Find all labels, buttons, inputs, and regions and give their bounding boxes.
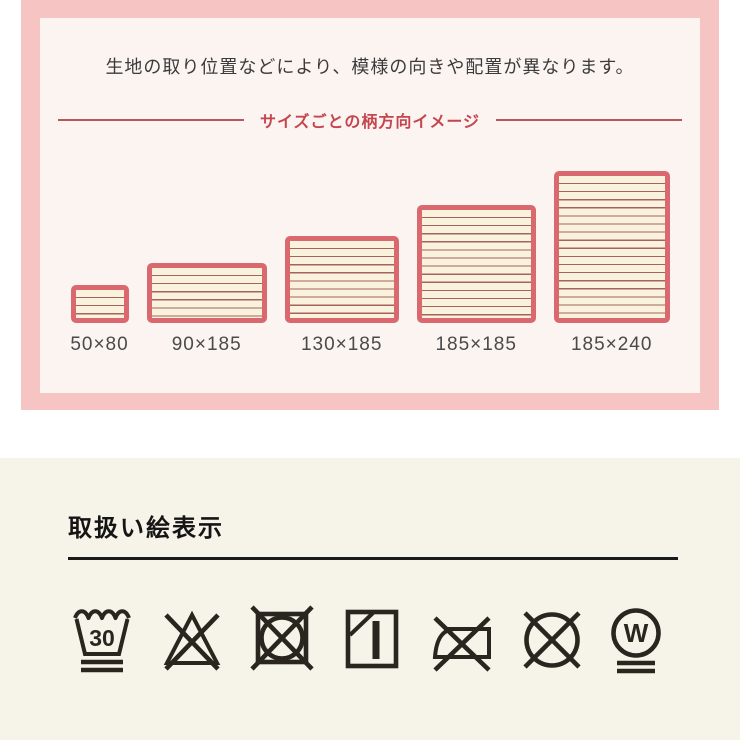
size-label: 90×185 xyxy=(171,334,242,356)
striped-rug-swatch xyxy=(416,205,536,324)
size-item: 185×185 xyxy=(416,205,536,356)
care-symbols-row: 30 xyxy=(68,602,740,678)
line-dry-in-shade-icon xyxy=(345,609,399,669)
do-not-dry-clean-icon xyxy=(523,611,581,669)
care-symbols-panel: 取扱い絵表示 30 xyxy=(0,458,740,740)
do-not-iron-icon xyxy=(432,616,491,672)
size-label: 185×185 xyxy=(435,334,517,356)
do-not-bleach-icon xyxy=(163,610,221,671)
pattern-note-text: 生地の取り位置などにより、模様の向きや配置が異なります。 xyxy=(105,57,635,77)
striped-rug-swatch xyxy=(284,236,399,324)
pattern-card: 生地の取り位置などにより、模様の向きや配置が異なります。 サイズごとの柄方向イメ… xyxy=(40,18,700,393)
size-comparison-row: 50×80 90×185 130×185 185×185 185×240 xyxy=(40,171,700,356)
care-heading: 取扱い絵表示 xyxy=(68,515,224,542)
striped-rug-swatch xyxy=(146,263,267,324)
size-label: 185×240 xyxy=(570,334,653,356)
wash-30-icon: 30 xyxy=(73,609,131,673)
svg-text:W: W xyxy=(624,618,649,648)
size-item: 130×185 xyxy=(284,236,399,356)
divider-title: サイズごとの柄方向イメージ xyxy=(259,114,481,132)
striped-rug-swatch xyxy=(70,285,129,324)
white-spacer xyxy=(0,410,740,458)
size-label: 130×185 xyxy=(300,334,383,356)
divider-line-right xyxy=(496,119,683,122)
size-item: 50×80 xyxy=(70,285,129,356)
heading-underline xyxy=(68,557,678,560)
size-item: 185×240 xyxy=(553,171,670,356)
size-label: 50×80 xyxy=(70,334,129,356)
section-divider: サイズごとの柄方向イメージ xyxy=(40,108,700,132)
wet-clean-gentle-icon: W xyxy=(611,608,661,674)
size-item: 90×185 xyxy=(146,263,267,356)
striped-rug-swatch xyxy=(553,171,670,324)
divider-line-left xyxy=(58,119,244,122)
do-not-tumble-dry-icon xyxy=(250,605,314,671)
pattern-direction-panel: 生地の取り位置などにより、模様の向きや配置が異なります。 サイズごとの柄方向イメ… xyxy=(21,0,719,410)
svg-text:30: 30 xyxy=(89,625,115,651)
